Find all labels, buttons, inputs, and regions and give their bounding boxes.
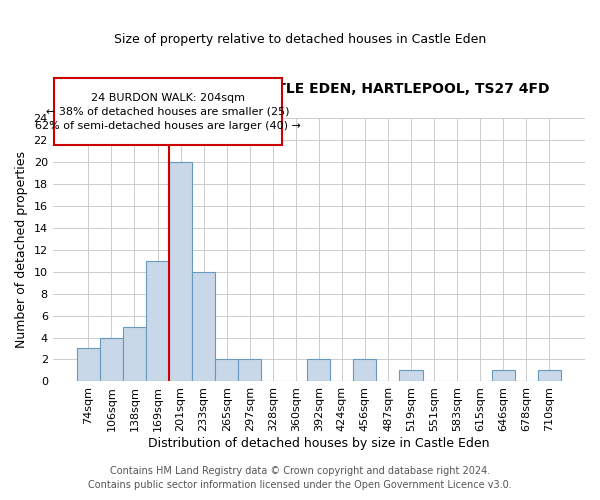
Bar — [538, 370, 561, 382]
Bar — [77, 348, 100, 382]
Bar — [146, 260, 169, 382]
Y-axis label: Number of detached properties: Number of detached properties — [15, 151, 28, 348]
X-axis label: Distribution of detached houses by size in Castle Eden: Distribution of detached houses by size … — [148, 437, 490, 450]
Bar — [238, 360, 261, 382]
Bar — [100, 338, 123, 382]
FancyBboxPatch shape — [54, 78, 282, 145]
Bar — [307, 360, 331, 382]
Title: 24, BURDON WALK, CASTLE EDEN, HARTLEPOOL, TS27 4FD: 24, BURDON WALK, CASTLE EDEN, HARTLEPOOL… — [88, 82, 550, 96]
Bar — [491, 370, 515, 382]
Text: Size of property relative to detached houses in Castle Eden: Size of property relative to detached ho… — [114, 32, 486, 46]
Bar — [169, 162, 192, 382]
Bar — [215, 360, 238, 382]
Bar — [400, 370, 422, 382]
Text: 24 BURDON WALK: 204sqm
← 38% of detached houses are smaller (25)
62% of semi-det: 24 BURDON WALK: 204sqm ← 38% of detached… — [35, 92, 301, 130]
Bar — [192, 272, 215, 382]
Text: Contains HM Land Registry data © Crown copyright and database right 2024.
Contai: Contains HM Land Registry data © Crown c… — [88, 466, 512, 490]
Bar — [353, 360, 376, 382]
Bar — [123, 326, 146, 382]
